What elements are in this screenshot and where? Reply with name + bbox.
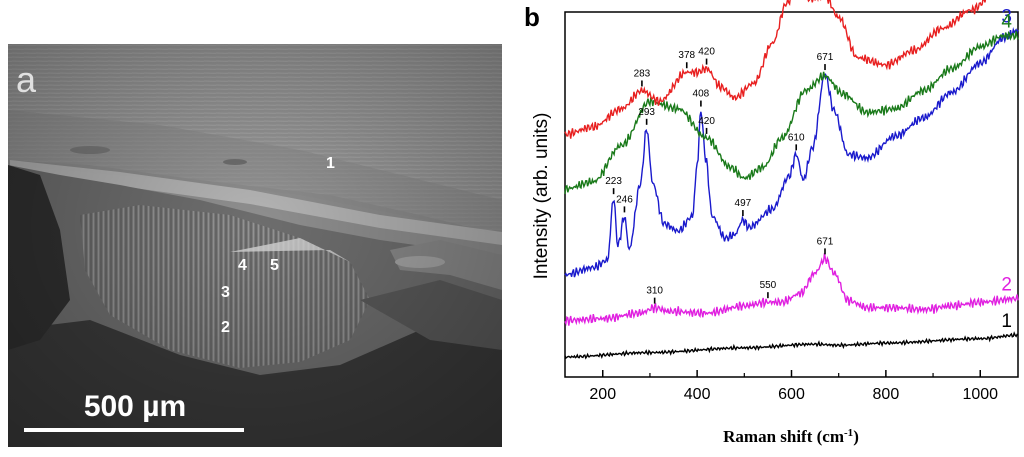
peak-label-3-408: 408 <box>693 89 710 100</box>
panel-b-label: b <box>524 2 540 32</box>
peak-label-3-671: 671 <box>817 52 834 63</box>
peak-label-5-283: 283 <box>634 68 651 79</box>
x-axis-ticks: 200 400 600 800 1000 <box>589 370 998 403</box>
spectra-group <box>564 0 1019 360</box>
point-label-1: 1 <box>326 155 335 172</box>
x-tick-label-200: 200 <box>589 386 616 403</box>
x-axis-label-text: Raman shift (cm <box>723 427 844 446</box>
series-label-4: 4 <box>1001 12 1012 33</box>
series-label-2: 2 <box>1001 275 1012 296</box>
y-axis-label: Intensity (arb. units) <box>531 113 552 280</box>
spectrum-line-3 <box>564 26 1019 278</box>
spectrum-line-2 <box>564 253 1019 327</box>
peak-label-5-378: 378 <box>678 50 695 61</box>
x-axis-label: Raman shift (cm-1) <box>723 427 859 446</box>
x-axis-label-close: ) <box>853 427 859 446</box>
spectrum-line-1 <box>564 331 1019 360</box>
x-tick-label-600: 600 <box>778 386 805 403</box>
point-label-3: 3 <box>221 284 230 301</box>
scale-bar-label: 500 µm <box>84 390 186 423</box>
point-label-4: 4 <box>238 257 247 274</box>
peak-label-3-497: 497 <box>735 198 752 209</box>
peak-label-4-420: 420 <box>698 116 715 127</box>
peak-label-5-420: 420 <box>698 47 715 58</box>
sem-point-labels: 1 2 3 4 5 <box>221 155 335 336</box>
spectrum-line-5 <box>564 0 987 139</box>
scale-bar <box>24 428 244 432</box>
x-tick-label-1000: 1000 <box>962 386 998 403</box>
peak-label-3-293: 293 <box>638 107 655 118</box>
peak-label-2-671: 671 <box>817 236 834 247</box>
peak-label-2-550: 550 <box>760 280 777 291</box>
sem-image <box>8 44 502 447</box>
x-tick-label-800: 800 <box>873 386 900 403</box>
series-label-3: 3 <box>1001 6 1012 27</box>
series-label-1: 1 <box>1001 311 1012 332</box>
peak-label-3-610: 610 <box>788 132 805 143</box>
spectrum-line-4 <box>564 30 1019 195</box>
peak-label-2-310: 310 <box>646 286 663 297</box>
peak-label-3-223: 223 <box>605 176 622 187</box>
point-label-5: 5 <box>270 257 279 274</box>
x-tick-label-400: 400 <box>684 386 711 403</box>
panel-a-label: a <box>16 59 37 100</box>
point-label-2: 2 <box>221 319 230 336</box>
peak-label-3-246: 246 <box>616 194 633 205</box>
x-axis-label-sup: -1 <box>844 427 853 439</box>
